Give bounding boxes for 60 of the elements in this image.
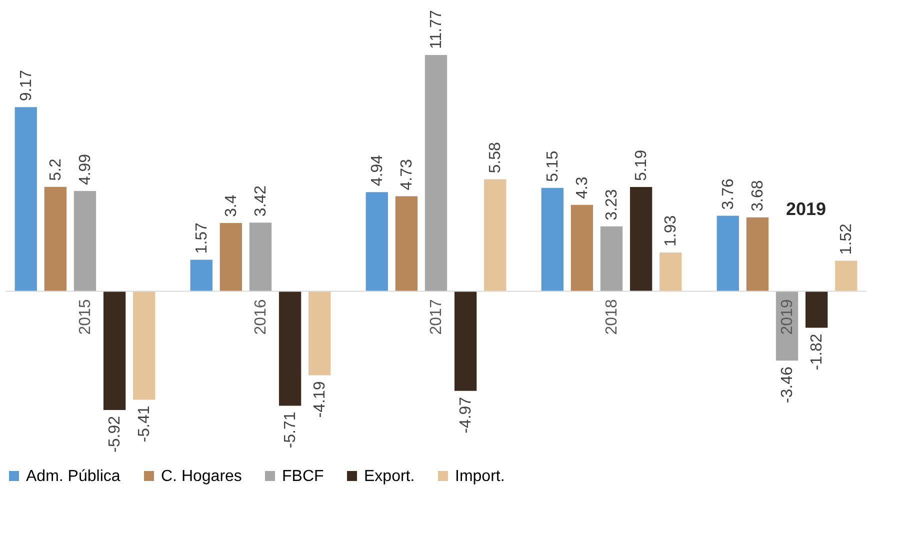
bar — [308, 291, 331, 376]
bar — [716, 216, 739, 292]
data-label: 4.94 — [368, 154, 386, 186]
data-label: 3.4 — [222, 194, 240, 217]
data-label: -4.97 — [458, 396, 475, 434]
bar — [190, 260, 212, 292]
x-tick-label: 2016 — [252, 299, 270, 335]
legend-label: Import. — [455, 468, 505, 485]
data-label: 11.77 — [428, 10, 445, 49]
data-label: 3.42 — [252, 185, 270, 217]
bar — [133, 291, 156, 400]
bar — [454, 291, 477, 391]
bar — [600, 226, 623, 292]
bar — [630, 187, 652, 292]
annotation: 2019 — [786, 199, 826, 219]
data-label: -1.82 — [808, 334, 826, 370]
x-tick-label: 2017 — [428, 299, 445, 335]
data-label: 1.52 — [838, 223, 856, 255]
bar — [44, 186, 67, 292]
legend-label: C. Hogares — [161, 468, 242, 485]
data-label: 9.17 — [18, 70, 35, 102]
data-label: 5.15 — [544, 150, 562, 182]
bar — [395, 196, 418, 292]
bar — [424, 55, 448, 292]
data-label: -3.46 — [779, 366, 796, 404]
data-label: 5.19 — [633, 150, 650, 182]
data-label: 5.2 — [47, 158, 64, 181]
x-tick-label: 2018 — [604, 299, 621, 335]
bar — [220, 222, 242, 292]
x-tick-label: 2019 — [779, 299, 796, 335]
data-label: -5.41 — [136, 406, 154, 442]
legend-label: FBCF — [282, 468, 324, 485]
bar — [541, 188, 564, 292]
bar — [14, 107, 37, 292]
bar — [805, 291, 828, 328]
data-label: 3.23 — [604, 189, 621, 220]
bar — [249, 222, 272, 292]
bar — [746, 217, 769, 292]
bar — [570, 204, 594, 292]
data-label: 4.73 — [398, 159, 416, 190]
data-label: -5.71 — [282, 412, 300, 448]
bar — [484, 179, 506, 292]
data-label: -4.19 — [312, 381, 329, 418]
legend-label: Adm. Pública — [26, 468, 120, 485]
bar — [660, 252, 682, 292]
data-label: 4.99 — [76, 154, 94, 186]
bar — [278, 291, 302, 406]
data-label: -5.92 — [106, 416, 124, 452]
legend-label: Export. — [364, 468, 415, 485]
data-label: 4.3 — [574, 176, 591, 199]
data-label: 3.76 — [720, 178, 737, 210]
bar — [366, 192, 388, 292]
data-label: 5.58 — [487, 142, 504, 174]
data-label: 3.68 — [749, 180, 766, 212]
x-tick-label: 2015 — [76, 299, 94, 335]
bar — [103, 291, 126, 410]
bar — [74, 191, 96, 292]
bar — [835, 260, 858, 292]
data-label: 1.93 — [662, 215, 680, 246]
data-label: 1.57 — [193, 222, 210, 254]
